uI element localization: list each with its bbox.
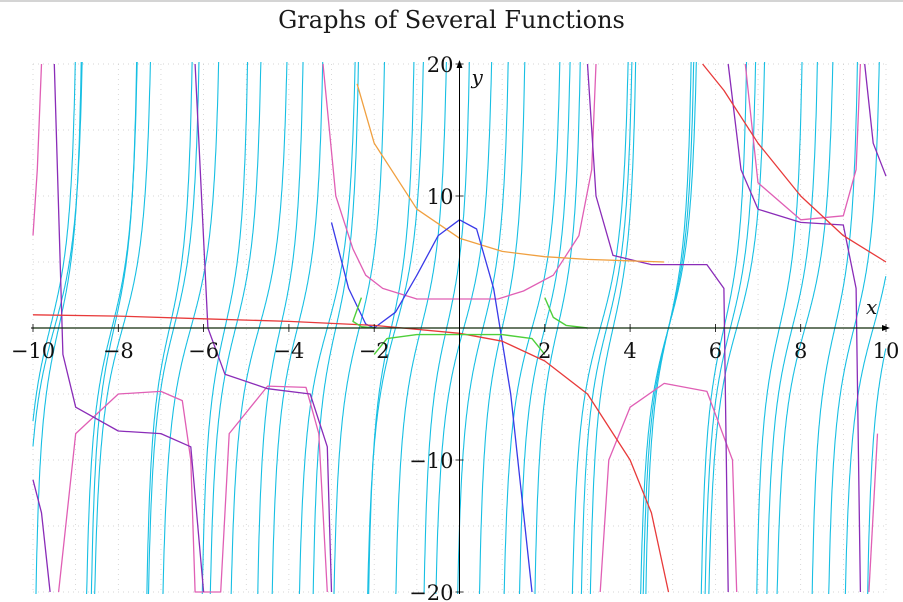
series-0-branch <box>32 62 76 422</box>
y-axis-label: y <box>471 65 484 89</box>
series-0-branch <box>35 62 82 594</box>
series-3-line <box>356 83 665 263</box>
tick-labels: −10 −8 −6 −4 −2 2 4 6 8 10 20 10 −10 −20 x y <box>11 53 900 602</box>
series-1-line <box>322 63 597 300</box>
x-tick-label: 8 <box>794 339 807 363</box>
y-tick-label: 10 <box>427 185 454 209</box>
x-tick-label: 10 <box>873 339 900 363</box>
series-5-line <box>702 63 887 263</box>
chart-title: Graphs of Several Functions <box>278 6 625 34</box>
x-tick-label: 4 <box>623 339 636 363</box>
y-tick-label: −10 <box>409 449 453 473</box>
series-2-line <box>32 479 51 593</box>
series-2-line <box>864 63 887 177</box>
series-0-branch <box>844 276 887 594</box>
series-2-line <box>727 63 862 593</box>
x-axis-label: x <box>866 295 877 319</box>
series-6-arc <box>544 297 588 329</box>
grid <box>32 63 887 593</box>
x-tick-label: −2 <box>359 339 390 363</box>
series-1-line <box>57 385 328 593</box>
x-tick-label: 2 <box>538 339 551 363</box>
series-1-line <box>744 63 862 221</box>
x-tick-label: −6 <box>188 339 219 363</box>
y-tick-label: 20 <box>427 53 454 77</box>
series-2-line <box>586 63 729 593</box>
series-1-line <box>868 433 879 593</box>
x-tick-label: 6 <box>709 339 722 363</box>
x-tick-label: −8 <box>103 339 134 363</box>
series-4-line <box>330 219 533 593</box>
x-tick-label: −4 <box>273 339 304 363</box>
y-tick-label: −20 <box>409 581 453 602</box>
series-5-line <box>32 314 670 593</box>
series-6-arc <box>352 297 375 329</box>
series-2-line <box>53 63 205 593</box>
series-1-line <box>599 382 738 593</box>
axes <box>31 60 890 594</box>
series-1-line <box>32 63 43 236</box>
top-border <box>0 0 903 2</box>
series-0-branch <box>867 348 887 594</box>
x-tick-label: −10 <box>11 339 55 363</box>
